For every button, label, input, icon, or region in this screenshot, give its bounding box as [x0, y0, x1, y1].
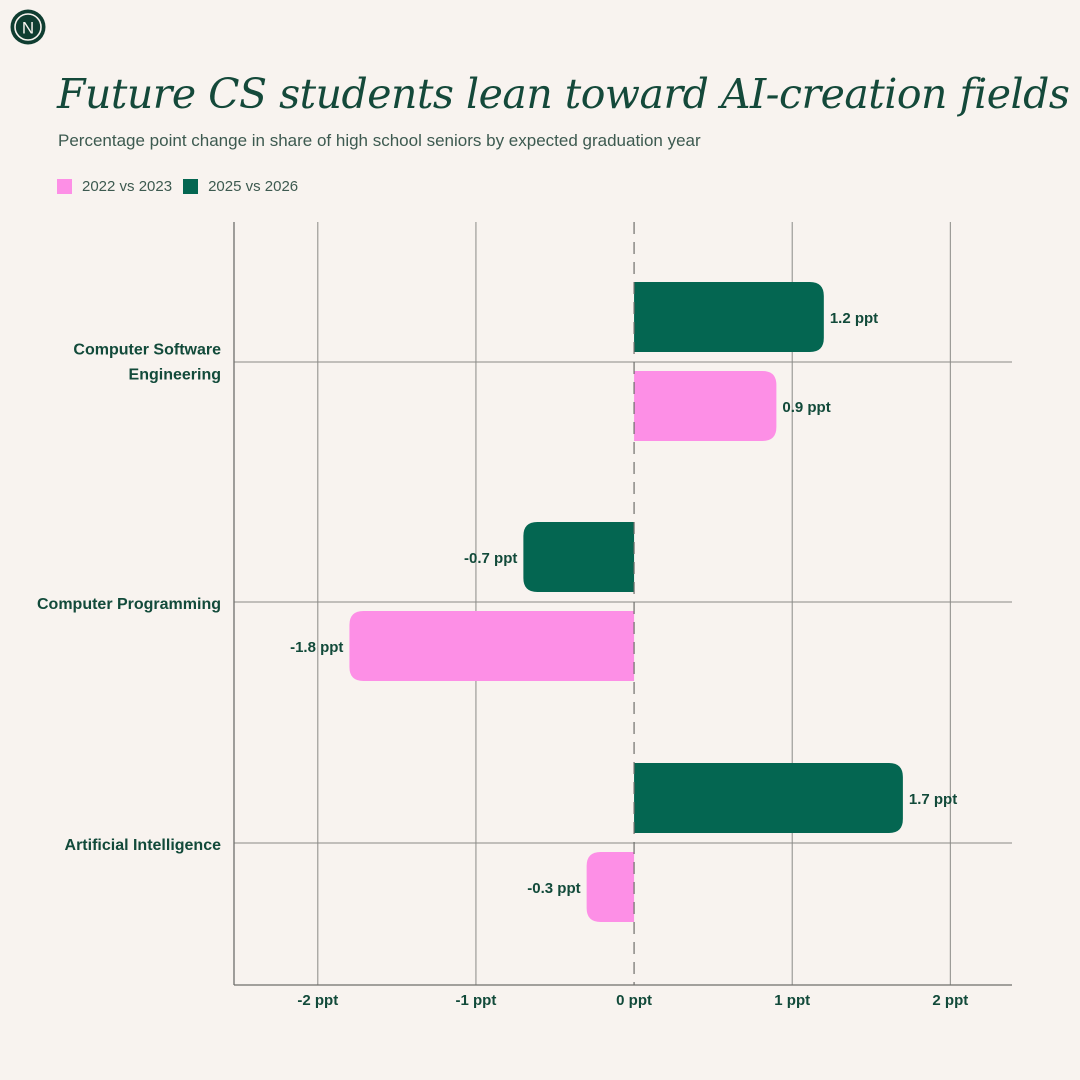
data-label: -1.8 ppt	[290, 639, 343, 656]
category-label: Engineering	[129, 367, 221, 384]
bar	[634, 371, 777, 441]
bar	[523, 522, 635, 592]
legend-item: 2022 vs 2023	[57, 178, 172, 195]
category-label: Computer Software	[73, 342, 221, 359]
legend-item: 2025 vs 2026	[183, 178, 298, 195]
x-tick-label: -2 ppt	[297, 992, 338, 1009]
logo-icon: N	[10, 9, 46, 45]
category-label: Computer Programming	[37, 596, 221, 613]
bar	[634, 282, 824, 352]
x-tick-label: 1 ppt	[774, 992, 810, 1009]
legend-swatch	[57, 179, 72, 194]
svg-text:N: N	[22, 19, 34, 38]
bar	[349, 611, 635, 681]
category-label: Artificial Intelligence	[65, 837, 222, 854]
data-label: -0.3 ppt	[527, 880, 580, 897]
x-tick-label: -1 ppt	[456, 992, 497, 1009]
legend-label: 2025 vs 2026	[208, 178, 299, 195]
x-tick-label: 2 ppt	[932, 992, 968, 1009]
chart-title: Future CS students lean toward AI-creati…	[57, 70, 1070, 118]
data-label: -0.7 ppt	[464, 550, 517, 567]
bar	[586, 852, 635, 922]
data-label: 1.2 ppt	[830, 310, 878, 327]
data-label: 1.7 ppt	[909, 791, 957, 808]
legend-swatch	[183, 179, 199, 194]
x-tick-label: 0 ppt	[616, 992, 652, 1009]
chart-subtitle: Percentage point change in share of high…	[58, 131, 701, 150]
data-label: 0.9 ppt	[782, 399, 830, 416]
legend-label: 2022 vs 2023	[82, 178, 173, 195]
bar	[634, 763, 903, 833]
legend: 2022 vs 2023 2025 vs 2026	[57, 178, 309, 195]
